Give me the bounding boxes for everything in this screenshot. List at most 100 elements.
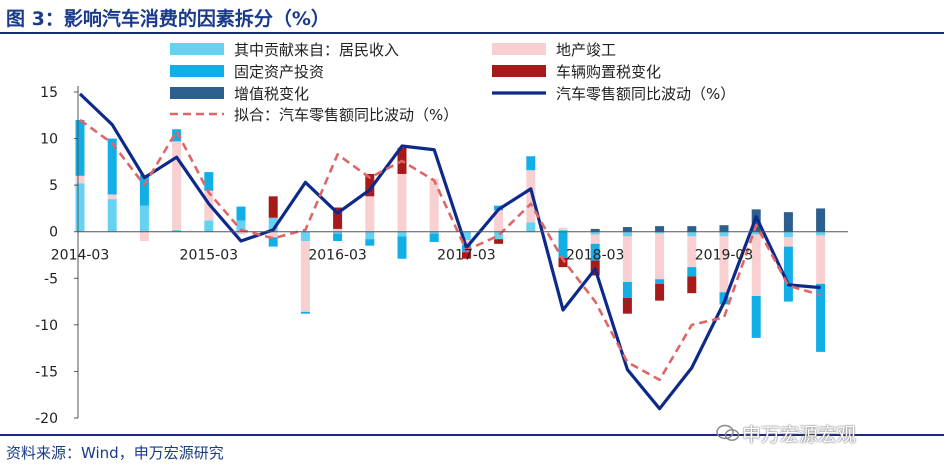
- legend-item: 汽车零售额同比波动（%）: [492, 85, 735, 103]
- bar-segment: [494, 210, 504, 232]
- bar-segment: [590, 228, 600, 232]
- bar-segment: [526, 222, 536, 232]
- bar-segment: [558, 227, 568, 230]
- legend-label: 增值税变化: [234, 85, 309, 103]
- x-tick-label: 2017-03: [437, 248, 496, 264]
- bar-segment: [526, 170, 536, 223]
- bar-segment: [687, 226, 697, 232]
- bar-segment: [590, 234, 600, 244]
- bar-segment: [365, 239, 375, 246]
- bar-segment: [300, 231, 310, 242]
- bar-segment: [622, 227, 632, 232]
- axes-layer: 15 10 5 0 -5 -10 -15 -20 2014-03 2015-03 2016-03 20…: [35, 85, 848, 427]
- watermark-text: 申万宏源宏观: [742, 424, 857, 446]
- bar-layer: [75, 119, 826, 352]
- bar-segment: [687, 236, 697, 268]
- bar-segment: [494, 239, 504, 244]
- bar-segment: [751, 295, 761, 338]
- y-tick-label: -5: [44, 271, 58, 287]
- legend-label: 其中贡献来自：居民收入: [234, 41, 399, 59]
- wechat-icon: [716, 424, 740, 441]
- bar-segment: [622, 236, 632, 283]
- legend-label: 车辆购置税变化: [556, 63, 661, 81]
- legend-item: 其中贡献来自：居民收入: [170, 41, 399, 59]
- bar-segment: [622, 282, 632, 298]
- y-tick-label: -15: [35, 364, 58, 380]
- bar-segment: [655, 279, 665, 284]
- legend-swatch: [492, 43, 546, 55]
- y-tick-label: 15: [40, 85, 58, 101]
- legend-item: 车辆购置税变化: [492, 63, 661, 81]
- bar-segment: [333, 233, 343, 242]
- legend-item: 增值税变化: [170, 85, 309, 103]
- bar-segment: [494, 231, 504, 240]
- bar-segment: [687, 231, 697, 237]
- bar-segment: [558, 229, 568, 232]
- bar-segment: [236, 231, 246, 235]
- chart-title: 图 3：影响汽车消费的因素拆分（%）: [6, 8, 330, 30]
- bar-segment: [526, 156, 536, 171]
- bar-segment: [719, 236, 729, 293]
- bar-segment: [429, 233, 439, 242]
- bar-segment: [333, 207, 343, 229]
- legend-swatch: [170, 65, 224, 77]
- bar-segment: [719, 225, 729, 232]
- bar-segment: [139, 174, 149, 206]
- bar-segment: [783, 212, 793, 232]
- legend-item: 拟合：汽车零售额同比波动（%）: [170, 106, 458, 124]
- bar-segment: [333, 228, 343, 232]
- bar-segment: [558, 231, 568, 258]
- bar-segment: [655, 283, 665, 301]
- bar-segment: [687, 276, 697, 294]
- bar-segment: [751, 234, 761, 296]
- bar-segment: [816, 283, 826, 352]
- fitted-line: [79, 118, 821, 382]
- x-tick-label: 2015-03: [180, 248, 239, 264]
- bar-segment: [429, 231, 439, 234]
- bar-segment: [816, 231, 826, 236]
- bar-segment: [622, 297, 632, 314]
- x-tick-label: 2019-03: [695, 248, 754, 264]
- bar-segment: [268, 237, 278, 247]
- x-tick-label: 2014-03: [51, 248, 110, 264]
- bar-segment: [139, 205, 149, 232]
- line-layer: [78, 92, 821, 411]
- bar-segment: [75, 183, 85, 232]
- bar-segment: [655, 226, 665, 232]
- bar-segment: [204, 220, 214, 232]
- bar-segment: [783, 246, 793, 302]
- bar-segment: [751, 231, 761, 235]
- bar-segment: [75, 175, 85, 184]
- bar-segment: [300, 241, 310, 312]
- bar-segment: [300, 311, 310, 314]
- bar-segment: [461, 240, 471, 245]
- bar-segment: [397, 231, 407, 237]
- bar-segment: [655, 233, 665, 280]
- bar-segment: [172, 229, 182, 232]
- bar-segment: [75, 119, 85, 176]
- x-tick-label: 2018-03: [566, 248, 625, 264]
- source-note: 资料来源：Wind，申万宏源研究: [6, 444, 224, 462]
- x-tick-label: 2016-03: [308, 248, 367, 264]
- bar-segment: [139, 231, 149, 242]
- bar-segment: [236, 220, 246, 232]
- bar-segment: [172, 129, 182, 142]
- y-tick-label: 10: [40, 132, 58, 148]
- bar-segment: [783, 231, 793, 238]
- title-rule: [0, 32, 944, 34]
- legend-item: 固定资产投资: [170, 63, 324, 81]
- bar-segment: [816, 208, 826, 232]
- bar-segment: [107, 194, 117, 200]
- bar-segment: [397, 173, 407, 232]
- bar-segment: [107, 199, 117, 232]
- bar-segment: [622, 231, 632, 237]
- y-tick-label: -20: [35, 411, 58, 427]
- bar-segment: [655, 231, 665, 234]
- bar-segment: [429, 178, 439, 232]
- bar-segment: [268, 217, 278, 232]
- y-tick-label: 5: [49, 178, 58, 194]
- footer-rule: [0, 434, 944, 436]
- legend-swatch: [170, 87, 224, 99]
